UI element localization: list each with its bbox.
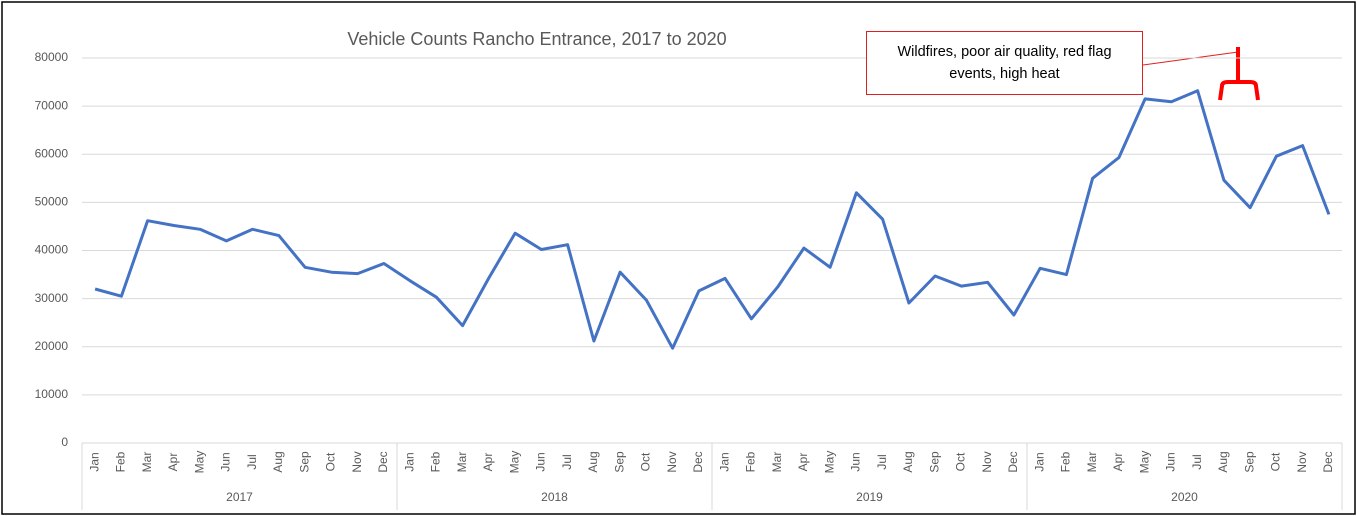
y-tick-label: 20000: [35, 339, 69, 353]
x-tick-label: Apr: [1111, 453, 1125, 472]
x-tick-label: Jan: [717, 452, 731, 471]
x-tick-label: Oct: [1269, 452, 1283, 471]
x-tick-label: Jan: [402, 452, 416, 471]
x-tick-label: Nov: [665, 451, 679, 472]
x-tick-label: Mar: [140, 452, 154, 473]
annotation: Wildfires, poor air quality, red flag ev…: [866, 31, 1143, 95]
x-tick-label: Nov: [1295, 451, 1309, 472]
x-tick-label: Dec: [1006, 451, 1020, 472]
x-tick-label: Sep: [1242, 451, 1256, 473]
x-tick-label: Sep: [612, 451, 626, 473]
x-tick-label: Sep: [297, 451, 311, 473]
annotation-bracket: [1218, 47, 1260, 101]
x-tick-label: Nov: [980, 451, 994, 472]
x-tick-label: Apr: [481, 453, 495, 472]
x-tick-label: Jun: [534, 452, 548, 471]
x-tick-label: Aug: [1216, 451, 1230, 472]
x-tick-label: Jun: [219, 452, 233, 471]
y-tick-label: 80000: [35, 50, 69, 64]
x-tick-label: Dec: [376, 451, 390, 472]
x-tick-label: Feb: [744, 451, 758, 472]
x-tick-label: Apr: [166, 453, 180, 472]
x-tick-label: Aug: [271, 451, 285, 472]
x-tick-label: Feb: [429, 451, 443, 472]
y-tick-label: 10000: [35, 387, 69, 401]
x-tick-label: Jun: [849, 452, 863, 471]
x-tick-label: Mar: [455, 452, 469, 473]
x-tick-label: Dec: [691, 451, 705, 472]
x-tick-label: Jan: [87, 452, 101, 471]
y-tick-label: 0: [61, 435, 68, 449]
x-tick-label: May: [507, 451, 521, 474]
y-tick-label: 60000: [35, 146, 69, 160]
x-tick-label: Nov: [350, 451, 364, 472]
x-tick-label: Apr: [796, 453, 810, 472]
x-tick-label: Jun: [1164, 452, 1178, 471]
x-tick-label: Jul: [1190, 454, 1204, 469]
year-label: 2020: [1171, 490, 1198, 504]
x-tick-label: Oct: [954, 452, 968, 471]
x-tick-label: Mar: [770, 452, 784, 473]
x-tick-label: Jul: [875, 454, 889, 469]
x-tick-label: May: [822, 451, 836, 474]
x-tick-label: Dec: [1321, 451, 1335, 472]
x-tick-label: Jul: [560, 454, 574, 469]
x-tick-label: Mar: [1085, 452, 1099, 473]
y-tick-label: 30000: [35, 291, 69, 305]
x-tick-label: May: [192, 451, 206, 474]
x-tick-label: Oct: [324, 452, 338, 471]
x-tick-label: Jul: [245, 454, 259, 469]
x-tick-label: Sep: [927, 451, 941, 473]
y-tick-label: 40000: [35, 243, 69, 257]
x-tick-label: May: [1137, 451, 1151, 474]
y-tick-label: 70000: [35, 98, 69, 112]
x-tick-label: Feb: [1059, 451, 1073, 472]
x-tick-label: Oct: [639, 452, 653, 471]
year-label: 2019: [856, 490, 883, 504]
x-tick-label: Jan: [1032, 452, 1046, 471]
x-tick-label: Aug: [901, 451, 915, 472]
year-label: 2018: [541, 490, 568, 504]
chart-title: Vehicle Counts Rancho Entrance, 2017 to …: [347, 29, 726, 49]
data-line: [94, 89, 1331, 350]
x-tick-label: Feb: [114, 451, 128, 472]
year-label: 2017: [226, 490, 253, 504]
y-tick-label: 50000: [35, 195, 69, 209]
x-tick-label: Aug: [586, 451, 600, 472]
